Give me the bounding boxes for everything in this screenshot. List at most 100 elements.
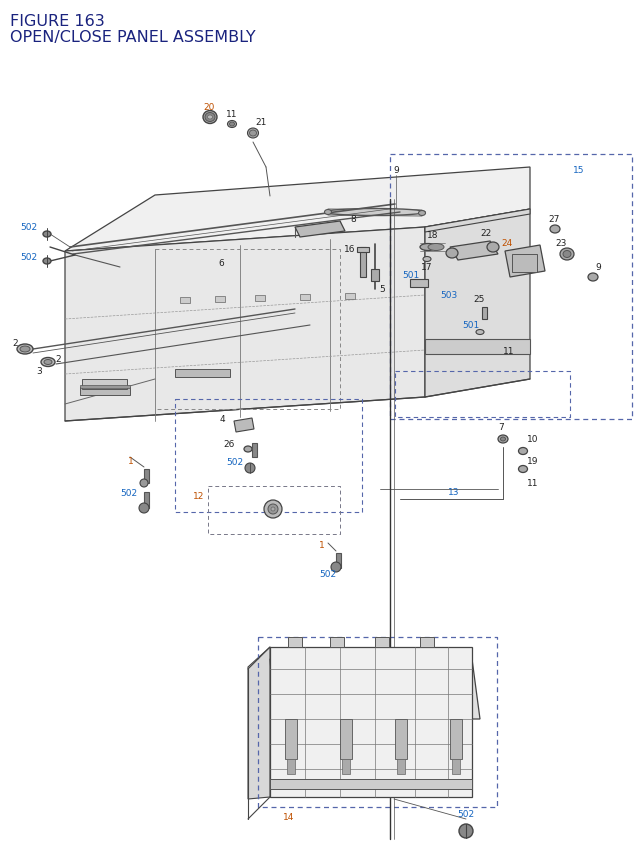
Bar [342, 759, 350, 774]
Text: 5: 5 [379, 285, 385, 294]
Bar [375, 637, 389, 647]
Bar [180, 298, 190, 304]
Circle shape [140, 480, 148, 487]
Ellipse shape [244, 447, 252, 453]
Bar [215, 297, 225, 303]
Ellipse shape [500, 437, 506, 442]
Text: 502: 502 [226, 458, 243, 467]
Text: 12: 12 [193, 492, 204, 501]
Bar [395, 719, 407, 759]
Bar [512, 255, 537, 273]
Bar [255, 295, 265, 301]
Ellipse shape [420, 245, 436, 251]
Text: 23: 23 [555, 239, 566, 248]
Text: FIGURE 163: FIGURE 163 [10, 14, 105, 29]
Text: 11: 11 [503, 347, 515, 356]
Polygon shape [425, 210, 530, 398]
Text: 17: 17 [421, 263, 433, 272]
Bar [144, 469, 149, 483]
Circle shape [264, 500, 282, 518]
Polygon shape [425, 210, 530, 232]
Text: 16: 16 [344, 245, 355, 254]
Ellipse shape [230, 123, 234, 127]
Ellipse shape [20, 347, 30, 353]
Ellipse shape [550, 226, 560, 233]
Bar [397, 759, 405, 774]
Ellipse shape [17, 344, 33, 355]
Text: 7: 7 [498, 423, 504, 432]
Bar [345, 294, 355, 300]
Text: 24: 24 [501, 238, 512, 247]
Ellipse shape [428, 245, 444, 251]
Bar [285, 719, 297, 759]
Ellipse shape [560, 249, 574, 261]
Polygon shape [234, 418, 254, 432]
Ellipse shape [518, 466, 527, 473]
Ellipse shape [205, 114, 215, 122]
Bar [330, 637, 344, 647]
Ellipse shape [476, 330, 484, 335]
Bar [420, 637, 434, 647]
Bar [336, 554, 341, 568]
Text: 9: 9 [393, 165, 399, 174]
Text: 1: 1 [128, 457, 134, 466]
Bar [270, 779, 472, 789]
Text: 21: 21 [255, 117, 266, 127]
Circle shape [245, 463, 255, 474]
Ellipse shape [207, 116, 212, 120]
Bar [252, 443, 257, 457]
Text: 9: 9 [595, 263, 601, 272]
Ellipse shape [518, 448, 527, 455]
Bar [80, 387, 130, 395]
Text: 20: 20 [203, 102, 214, 111]
Ellipse shape [43, 232, 51, 238]
Text: 502: 502 [20, 223, 37, 232]
Ellipse shape [324, 210, 332, 215]
Bar [410, 280, 428, 288]
Bar [80, 386, 130, 388]
Text: 502: 502 [20, 253, 37, 263]
Ellipse shape [325, 209, 425, 216]
Bar [452, 759, 460, 774]
Bar [287, 759, 295, 774]
Circle shape [268, 505, 278, 514]
Ellipse shape [446, 249, 458, 258]
Text: 501: 501 [402, 270, 419, 279]
Polygon shape [65, 228, 425, 422]
Bar [288, 637, 302, 647]
Circle shape [271, 507, 275, 511]
Bar [82, 380, 127, 389]
Polygon shape [295, 222, 345, 238]
Text: 25: 25 [473, 295, 484, 304]
Ellipse shape [498, 436, 508, 443]
Text: 13: 13 [448, 488, 460, 497]
Ellipse shape [41, 358, 55, 367]
Bar [357, 248, 369, 253]
Ellipse shape [44, 360, 52, 365]
Text: 22: 22 [480, 229, 492, 238]
Polygon shape [270, 660, 480, 719]
Polygon shape [450, 242, 498, 261]
Circle shape [459, 824, 473, 838]
Text: 10: 10 [527, 435, 538, 444]
Bar [300, 294, 310, 300]
Text: 502: 502 [120, 489, 137, 498]
Text: 6: 6 [218, 259, 224, 268]
Text: 2: 2 [55, 355, 61, 364]
Bar [360, 248, 366, 278]
Ellipse shape [588, 274, 598, 282]
Text: 4: 4 [220, 415, 226, 424]
Text: 8: 8 [350, 215, 356, 224]
Bar [371, 269, 379, 282]
Text: 502: 502 [319, 570, 336, 579]
Text: 26: 26 [223, 440, 234, 449]
Text: 18: 18 [427, 232, 438, 240]
Bar [425, 339, 530, 355]
Ellipse shape [563, 251, 571, 258]
Ellipse shape [203, 111, 217, 124]
Ellipse shape [423, 257, 431, 263]
Text: 11: 11 [527, 479, 538, 488]
Ellipse shape [487, 243, 499, 253]
Polygon shape [65, 168, 530, 251]
Polygon shape [248, 647, 270, 799]
